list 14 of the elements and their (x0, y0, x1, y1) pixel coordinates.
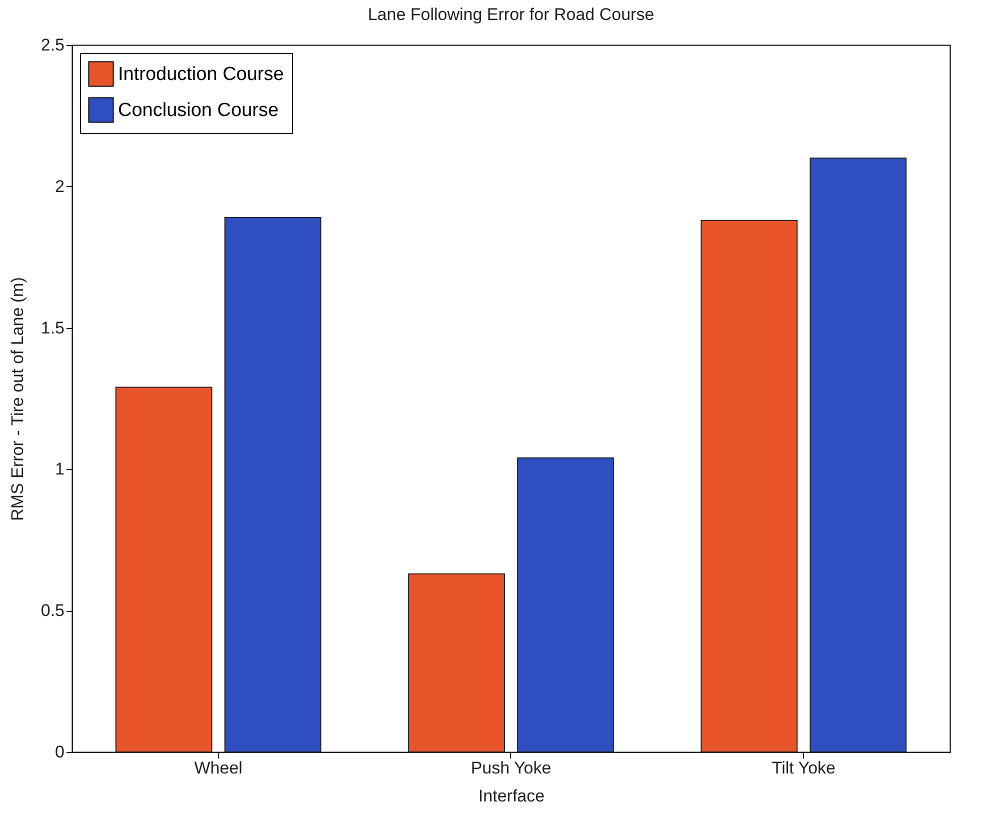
x-tick-label: Tilt Yoke (772, 758, 836, 778)
y-tick-label: 0 (55, 742, 64, 762)
y-tick-label: 2 (55, 176, 64, 196)
x-tick-label: Wheel (194, 758, 242, 778)
x-tick-label: Push Yoke (470, 758, 552, 778)
y-tick-label: 0.5 (40, 601, 64, 620)
chart-title: Lane Following Error for Road Course (368, 5, 654, 24)
y-axis-title: RMS Error - Tire out of Lane (m) (8, 277, 27, 521)
y-tick-label: 1.5 (40, 318, 64, 338)
y-tick-label: 1 (55, 460, 64, 479)
legend-label: Introduction Course (118, 64, 284, 85)
legend-label: Conclusion Course (118, 100, 279, 121)
x-axis-title: Interface (478, 786, 545, 806)
y-tick-label: 2.5 (40, 36, 64, 54)
